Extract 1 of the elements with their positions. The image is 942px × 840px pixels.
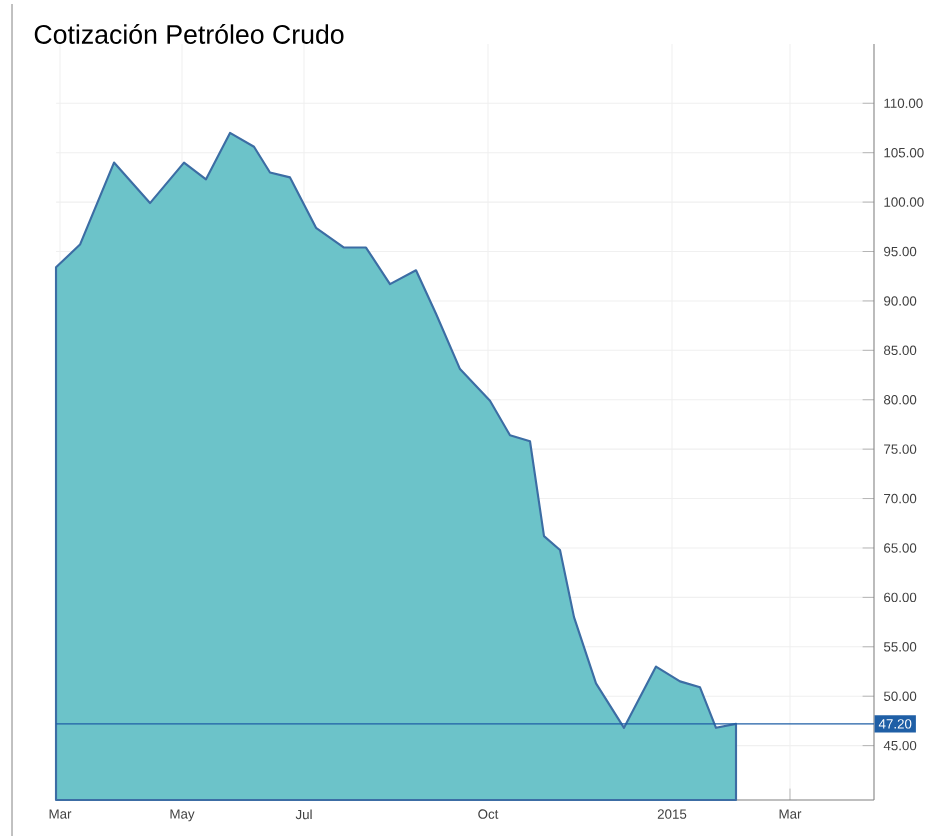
chart-title: Cotización Petróleo Crudo (34, 24, 344, 44)
